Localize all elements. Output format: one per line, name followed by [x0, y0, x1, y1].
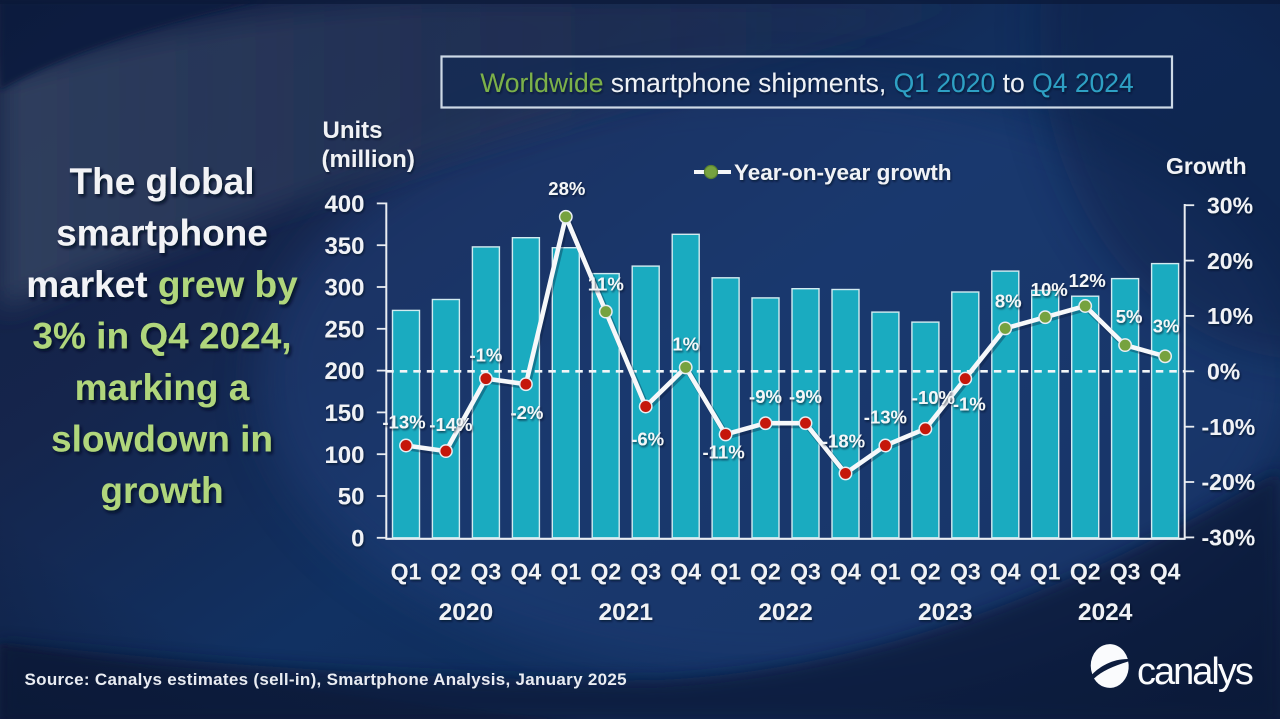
- svg-text:11%: 11%: [588, 274, 624, 295]
- svg-text:5%: 5%: [1116, 306, 1143, 327]
- svg-text:Q3: Q3: [1110, 559, 1141, 585]
- svg-text:Q4: Q4: [511, 559, 542, 585]
- svg-text:Q2: Q2: [431, 559, 462, 585]
- svg-text:Q3: Q3: [471, 559, 502, 585]
- svg-text:-11%: -11%: [703, 441, 745, 462]
- svg-text:Q2: Q2: [750, 559, 781, 585]
- svg-text:Q1: Q1: [391, 559, 422, 585]
- svg-text:10%: 10%: [1207, 303, 1253, 329]
- svg-text:-14%: -14%: [429, 414, 472, 435]
- svg-text:-1%: -1%: [953, 394, 986, 415]
- svg-text:1%: 1%: [672, 333, 699, 354]
- svg-text:3%: 3%: [1153, 315, 1180, 336]
- svg-text:slowdown in: slowdown in: [51, 419, 273, 460]
- svg-text:300: 300: [324, 275, 364, 302]
- svg-text:Q1: Q1: [710, 559, 741, 585]
- svg-text:150: 150: [324, 400, 364, 427]
- svg-text:400: 400: [324, 191, 364, 218]
- svg-text:-9%: -9%: [789, 386, 822, 407]
- svg-text:30%: 30%: [1207, 192, 1253, 218]
- svg-text:-10%: -10%: [1202, 414, 1256, 440]
- svg-text:Q4: Q4: [990, 559, 1021, 585]
- svg-text:-6%: -6%: [631, 429, 664, 450]
- svg-text:Q1: Q1: [550, 559, 581, 585]
- svg-text:Q3: Q3: [630, 559, 661, 585]
- svg-text:-20%: -20%: [1202, 469, 1256, 495]
- svg-text:marking a: marking a: [75, 367, 250, 408]
- svg-text:0: 0: [351, 525, 364, 552]
- svg-text:2023: 2023: [918, 599, 973, 626]
- svg-text:Source: Canalys estimates (sel: Source: Canalys estimates (sell-in), Sma…: [25, 670, 627, 689]
- svg-text:2021: 2021: [598, 599, 653, 626]
- svg-text:Growth: Growth: [1166, 153, 1247, 179]
- svg-text:-13%: -13%: [382, 412, 425, 433]
- svg-text:Q4: Q4: [670, 559, 701, 585]
- svg-text:Q2: Q2: [910, 559, 941, 585]
- svg-text:-2%: -2%: [510, 402, 543, 423]
- svg-text:28%: 28%: [548, 178, 585, 199]
- svg-text:growth: growth: [100, 470, 223, 511]
- svg-text:Q2: Q2: [1070, 559, 1101, 585]
- svg-text:The global: The global: [70, 161, 255, 202]
- svg-text:-13%: -13%: [864, 407, 907, 428]
- svg-text:0%: 0%: [1207, 359, 1240, 385]
- svg-text:350: 350: [324, 233, 364, 260]
- svg-text:50: 50: [338, 484, 365, 511]
- svg-text:12%: 12%: [1069, 270, 1106, 291]
- svg-text:250: 250: [324, 316, 364, 343]
- svg-text:canalys: canalys: [1137, 651, 1253, 693]
- svg-text:8%: 8%: [995, 290, 1022, 311]
- svg-text:-10%: -10%: [912, 387, 955, 408]
- svg-text:Q1: Q1: [1030, 559, 1061, 585]
- svg-text:Q3: Q3: [790, 559, 821, 585]
- svg-text:2024: 2024: [1078, 599, 1133, 626]
- svg-text:-30%: -30%: [1202, 525, 1256, 551]
- svg-text:market grew by: market grew by: [26, 264, 298, 305]
- svg-text:20%: 20%: [1207, 248, 1253, 274]
- svg-text:Worldwide smartphone shipments: Worldwide smartphone shipments, Q1 2020 …: [480, 68, 1134, 98]
- svg-text:200: 200: [324, 358, 364, 385]
- svg-text:2020: 2020: [439, 599, 494, 626]
- svg-text:100: 100: [324, 442, 364, 469]
- svg-text:Q3: Q3: [950, 559, 981, 585]
- svg-text:(million): (million): [322, 146, 415, 173]
- svg-text:Units: Units: [323, 117, 383, 144]
- svg-text:-9%: -9%: [749, 386, 782, 407]
- svg-text:2022: 2022: [758, 599, 813, 626]
- svg-text:Q2: Q2: [590, 559, 621, 585]
- svg-text:smartphone: smartphone: [56, 213, 268, 254]
- svg-text:3% in Q4 2024,: 3% in Q4 2024,: [32, 316, 291, 357]
- svg-text:Q4: Q4: [1150, 559, 1181, 585]
- svg-text:Year-on-year growth: Year-on-year growth: [734, 160, 952, 185]
- svg-text:-18%: -18%: [822, 430, 865, 451]
- svg-text:Q4: Q4: [830, 559, 861, 585]
- svg-text:-1%: -1%: [469, 345, 502, 366]
- svg-text:10%: 10%: [1031, 279, 1068, 300]
- svg-text:Q1: Q1: [870, 559, 901, 585]
